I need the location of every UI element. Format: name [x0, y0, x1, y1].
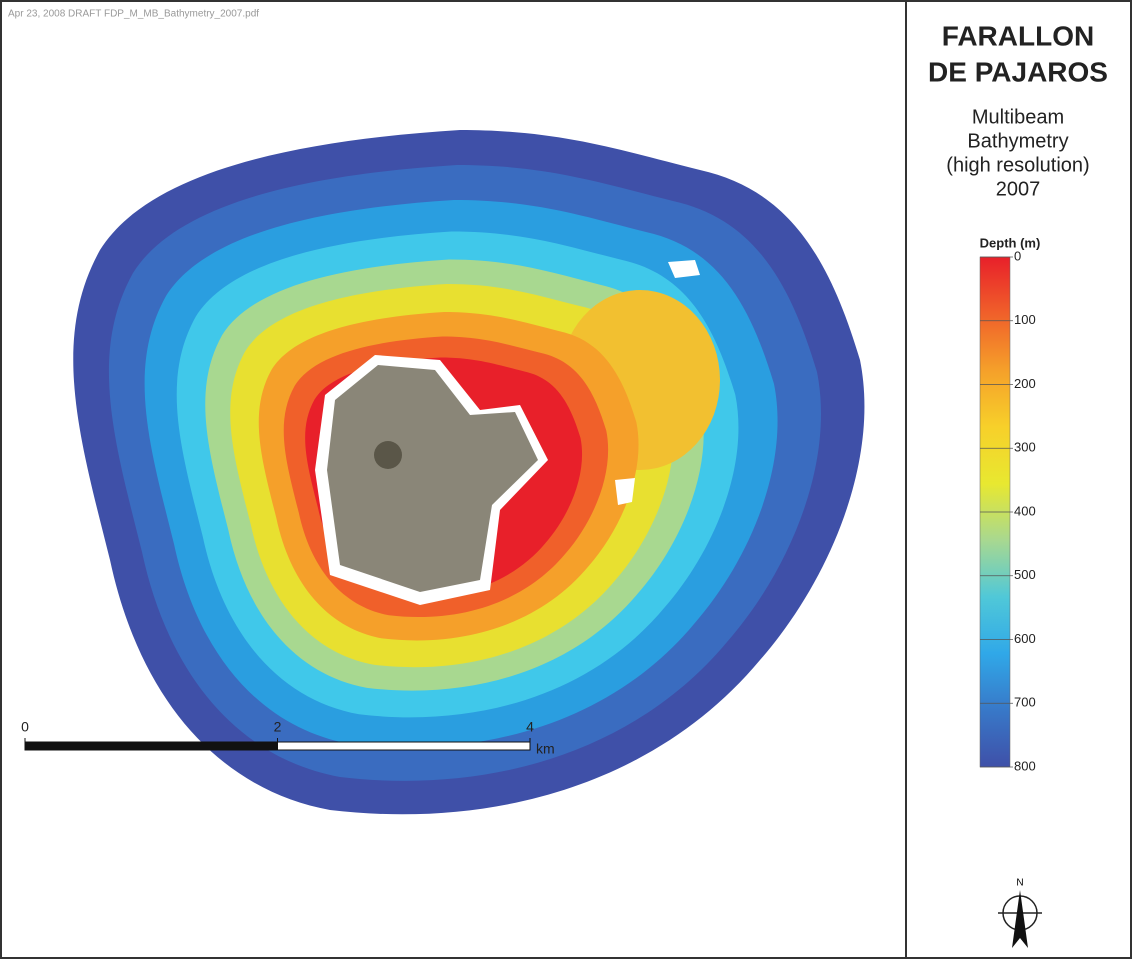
legend-title: Depth (m) — [980, 235, 1041, 250]
arrow — [1012, 890, 1028, 948]
subtitle: (high resolution) — [946, 154, 1089, 176]
legend-tick-label: 500 — [1014, 567, 1036, 582]
subtitle: Bathymetry — [967, 130, 1068, 152]
legend-tick-label: 600 — [1014, 631, 1036, 646]
legend-tick-label: 400 — [1014, 503, 1036, 518]
map-sheet: Apr 23, 2008 DRAFT FDP_M_MB_Bathymetry_2… — [0, 0, 1132, 959]
legend-tick-label: 800 — [1014, 758, 1036, 773]
page: Apr 23, 2008 DRAFT FDP_M_MB_Bathymetry_2… — [0, 0, 1132, 964]
crater — [374, 441, 402, 469]
scale-segment — [25, 742, 278, 750]
scale-tick-label: 4 — [526, 719, 534, 735]
legend-tick-label: 0 — [1014, 248, 1021, 263]
scale-unit: km — [536, 741, 555, 757]
scale-tick-label: 0 — [21, 719, 29, 735]
legend-tick-label: 300 — [1014, 440, 1036, 455]
title: DE PAJAROS — [928, 56, 1108, 87]
bathymetry — [73, 130, 864, 814]
legend-tick-label: 200 — [1014, 376, 1036, 391]
scale-segment — [278, 742, 531, 750]
rock — [615, 478, 635, 505]
subtitle: Multibeam — [972, 106, 1064, 128]
legend-tick-label: 100 — [1014, 312, 1036, 327]
legend-tick-label: 700 — [1014, 695, 1036, 710]
subtitle: 2007 — [996, 178, 1041, 200]
north-arrow: N — [998, 878, 1042, 948]
scale-tick-label: 2 — [274, 719, 282, 735]
north-label: N — [1016, 878, 1023, 889]
title: FARALLON — [942, 20, 1094, 51]
draft-note: Apr 23, 2008 DRAFT FDP_M_MB_Bathymetry_2… — [8, 9, 259, 20]
